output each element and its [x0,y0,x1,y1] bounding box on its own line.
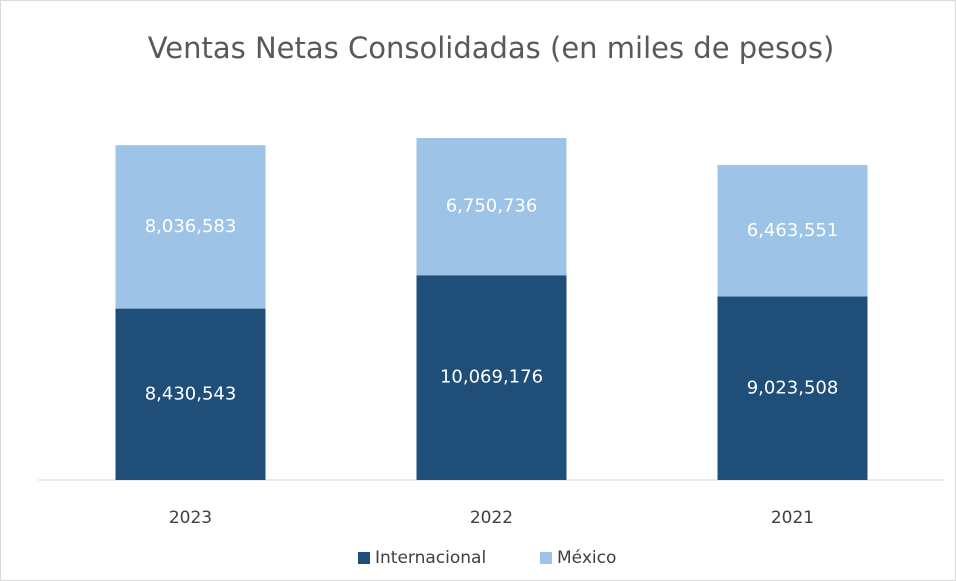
data-label: 6,750,736 [446,196,538,217]
bar-segment [416,275,567,480]
legend-swatch [540,552,552,564]
bar-segment [717,296,868,480]
chart-title: Ventas Netas Consolidadas (en miles de p… [148,31,835,65]
bar-segment [115,308,266,480]
legend-label: México [557,548,616,568]
x-tick-label: 2022 [470,508,513,528]
bar-segment [416,138,567,276]
bar-segment [115,145,266,309]
data-label: 6,463,551 [747,220,839,241]
x-tick-label: 2021 [771,508,814,528]
legend-swatch [358,552,370,564]
data-label: 9,023,508 [747,377,839,398]
x-tick-label: 2023 [169,508,212,528]
bar-segment [717,165,868,297]
data-label: 10,069,176 [440,367,543,388]
data-label: 8,036,583 [145,216,237,237]
data-label: 8,430,543 [145,383,237,404]
legend-label: Internacional [375,548,486,568]
